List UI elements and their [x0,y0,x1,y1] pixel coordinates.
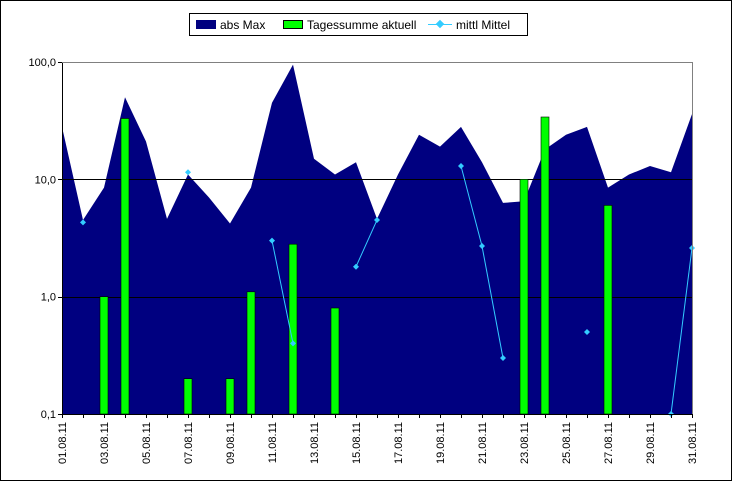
bar-03.08.11 [99,296,109,415]
line-point-20.08.11 [458,162,464,169]
legend-label-mittl-mittel: mittl Mittel [456,17,510,32]
x-tick-label-27.08.11: 27.08.11 [603,422,615,464]
bar-23.08.11 [519,179,529,415]
abs-max-area-shape [62,64,692,414]
line-point-12.08.11 [290,340,296,347]
bar-04.08.11 [120,118,130,415]
legend-swatch-abs-max [196,20,216,29]
legend-label-tagessumme: Tagessumme aktuell [307,17,417,32]
legend-item-abs-max: abs Max [196,16,265,33]
legend-swatch-tagessumme [283,20,303,29]
bar-24.08.11 [540,116,550,415]
line-segment-30.08.11 [670,247,693,415]
line-point-21.08.11 [479,243,485,250]
bar-27.08.11 [603,205,613,415]
legend-label-abs-max: abs Max [220,17,266,32]
x-tick-label-01.08.11: 01.08.11 [57,422,69,464]
line-point-07.08.11 [185,169,191,176]
legend-swatch-mittl-mittel [428,20,452,29]
x-tick-label-03.08.11: 03.08.11 [99,422,111,464]
bar-07.08.11 [183,378,193,415]
line-segment-20.08.11 [460,165,483,247]
x-tick-label-23.08.11: 23.08.11 [519,422,531,464]
bar-09.08.11 [225,378,235,415]
axes [58,62,693,418]
x-tick-label-29.08.11: 29.08.11 [645,422,657,464]
legend-item-tagessumme: Tagessumme aktuell [283,16,416,33]
legend: abs Max Tagessumme aktuell mittl Mittel [189,13,528,36]
y-tick-label-0: 0,1 [41,409,56,421]
x-tick-label-31.08.11: 31.08.11 [687,422,699,464]
mittel-line [80,162,695,417]
line-segment-15.08.11 [355,219,378,267]
line-point-26.08.11 [584,328,590,335]
y-tick-label-1: 1,0 [41,292,56,304]
x-tick-label-21.08.11: 21.08.11 [477,422,489,464]
abs-max-area [62,64,692,414]
x-tick-label-09.08.11: 09.08.11 [225,422,237,464]
line-point-22.08.11 [500,355,506,362]
y-tick-label-3: 100,0 [28,57,56,69]
x-tick-label-25.08.11: 25.08.11 [561,422,573,464]
x-tick-label-19.08.11: 19.08.11 [435,422,447,464]
line-point-11.08.11 [269,237,275,244]
x-tick-label-07.08.11: 07.08.11 [183,422,195,464]
bar-10.08.11 [246,291,256,415]
x-tick-label-13.08.11: 13.08.11 [309,422,321,464]
bar-14.08.11 [330,307,340,415]
y-tick-labels: 0,1 1,0 10,0 100,0 [28,57,56,421]
line-segment-11.08.11 [271,240,294,344]
line-segment-21.08.11 [481,245,504,359]
y-tick-label-2: 10,0 [35,174,56,186]
legend-item-mittl-mittel: mittl Mittel [428,16,510,33]
x-tick-label-11.08.11: 11.08.11 [267,422,279,463]
x-tick-label-17.08.11: 17.08.11 [393,422,405,464]
x-tick-label-15.08.11: 15.08.11 [351,422,363,464]
x-tick-label-05.08.11: 05.08.11 [141,422,153,464]
line-point-15.08.11 [353,263,359,270]
line-point-02.08.11 [80,219,86,226]
x-tick-labels: 01.08.11 03.08.11 05.08.11 07.08.11 09.08.11… [57,422,699,464]
line-point-16.08.11 [374,217,380,224]
